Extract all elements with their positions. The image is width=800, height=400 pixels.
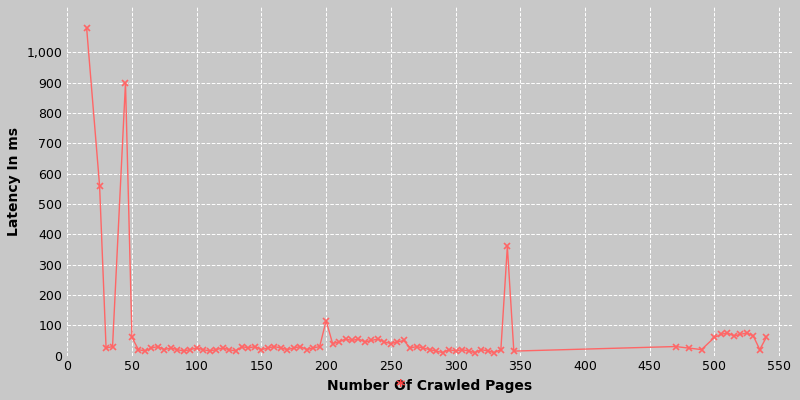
X-axis label: Number Of Crawled Pages: Number Of Crawled Pages	[327, 379, 532, 393]
Y-axis label: Latency In ms: Latency In ms	[7, 127, 21, 236]
Text: *: *	[395, 378, 405, 396]
